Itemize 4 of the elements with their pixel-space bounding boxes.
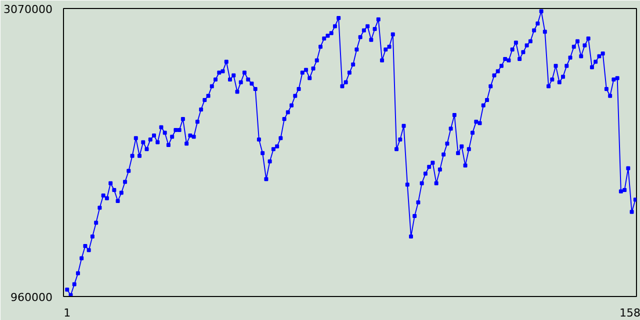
x-tick-label: 158: [620, 306, 640, 320]
y-tick-label: 960000: [10, 291, 53, 304]
y-tick-label: 3070000: [4, 3, 53, 16]
x-tick-label: 1: [64, 306, 71, 320]
